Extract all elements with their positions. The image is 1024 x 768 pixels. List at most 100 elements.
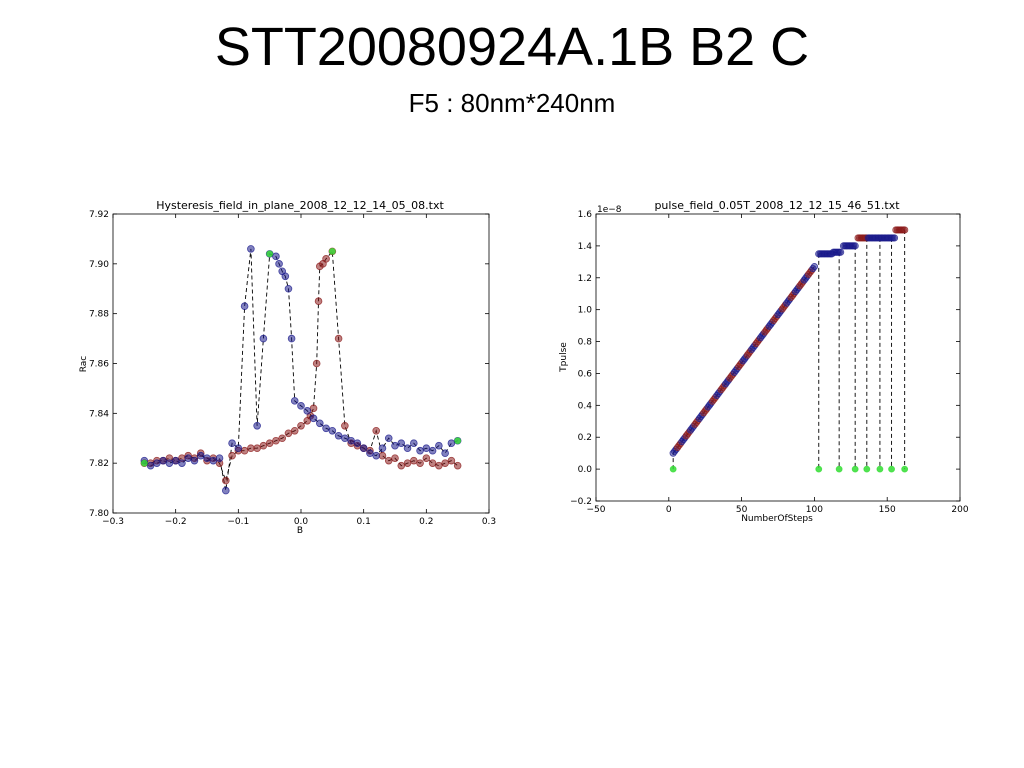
y-tick-label: 1.0: [578, 306, 593, 316]
y-axis-label: Rac: [79, 356, 89, 373]
x-tick-label: 0.2: [419, 517, 433, 527]
data-point-up: [222, 476, 230, 485]
y-tick-label: 7.88: [89, 310, 109, 320]
y-tick-label: 0.8: [578, 338, 593, 348]
data-point-down: [253, 421, 261, 430]
data-point-up: [297, 421, 305, 430]
data-point-down: [228, 439, 236, 448]
data-point-down: [222, 486, 230, 495]
data-point-down: [184, 454, 193, 462]
data-point: [851, 242, 859, 250]
data-point-down: [378, 444, 387, 453]
data-point: [901, 226, 909, 234]
data-point-down: [287, 334, 296, 343]
data-point-down: [403, 444, 412, 453]
endpoint-marker: [140, 459, 148, 467]
y-tick-label: −0.2: [570, 497, 592, 507]
data-point-up: [372, 426, 381, 435]
zero-marker: [851, 465, 859, 473]
x-tick-label: 0.0: [294, 517, 309, 527]
y-axis-label: Tpulse: [559, 342, 569, 373]
zero-marker: [876, 465, 884, 473]
data-point-down: [309, 414, 318, 423]
data-point-down: [259, 334, 268, 343]
endpoint-marker: [454, 437, 462, 445]
x-tick-label: 0: [666, 505, 672, 515]
zero-marker: [815, 465, 823, 473]
data-point-down: [384, 434, 393, 443]
data-point-up: [422, 454, 431, 462]
data-point-up: [453, 461, 462, 470]
x-tick-label: 0.3: [482, 517, 496, 527]
data-point-down: [297, 402, 305, 410]
zero-marker: [835, 465, 843, 473]
data-point-up: [278, 434, 287, 443]
y-tick-label: 1.4: [578, 242, 593, 252]
x-axis-label: B: [297, 526, 303, 536]
x-tick-label: −0.2: [165, 517, 187, 527]
data-point-up: [416, 459, 424, 467]
x-tick-label: 100: [806, 505, 823, 515]
y-tick-label: 7.86: [89, 360, 109, 370]
data-point-down: [284, 284, 293, 293]
x-tick-label: −0.1: [227, 517, 249, 527]
endpoint-marker: [328, 247, 336, 255]
y-tick-label: 7.84: [89, 409, 109, 419]
data-point-up: [334, 334, 343, 343]
data-point-up: [322, 255, 330, 263]
data-point-up: [447, 456, 456, 465]
data-point-up: [228, 451, 236, 460]
data-point-down: [322, 424, 330, 433]
y-tick-label: 1.2: [578, 274, 592, 284]
plot-frame: [595, 213, 961, 502]
zero-marker: [863, 465, 871, 473]
data-point-down: [290, 397, 299, 405]
x-tick-label: 50: [736, 505, 748, 515]
data-point-down: [196, 451, 205, 460]
data-point-down: [303, 407, 312, 415]
data-point-down: [435, 441, 443, 450]
zero-marker: [901, 465, 909, 473]
data-point: [810, 263, 819, 271]
y-multiplier: 1e−8: [597, 205, 622, 215]
chart-title: Hysteresis_field_in_plane_2008_12_12_14_…: [156, 199, 444, 212]
data-point-down: [315, 419, 324, 428]
data-point-down: [416, 446, 424, 455]
y-tick-label: 0.0: [578, 465, 593, 475]
y-tick-label: 7.82: [89, 459, 109, 469]
endpoint-marker: [266, 250, 274, 258]
data-point-down: [334, 431, 343, 440]
data-point-down: [278, 267, 287, 276]
plot-frame: [112, 213, 490, 514]
x-tick-label: 200: [951, 505, 968, 515]
data-point-up: [314, 297, 323, 306]
data-point-up: [290, 426, 299, 435]
slide-title: STT20080924A.1B B2 C: [214, 17, 810, 77]
x-tick-label: −0.3: [102, 517, 124, 527]
y-tick-label: 7.80: [89, 509, 109, 519]
x-tick-label: 150: [879, 505, 896, 515]
zero-marker: [888, 465, 895, 473]
y-tick-label: 0.4: [578, 401, 593, 411]
data-point: [890, 234, 899, 242]
data-point-down: [247, 245, 255, 253]
data-point-down: [366, 449, 374, 458]
data-point-down: [409, 439, 418, 448]
y-tick-label: 7.90: [89, 260, 109, 270]
x-tick-label: 0.1: [357, 517, 371, 527]
x-axis-label: NumberOfSteps: [741, 514, 813, 524]
data-point-up: [341, 421, 349, 430]
data-point: [837, 248, 845, 256]
y-tick-label: 1.6: [578, 210, 593, 220]
chart-title: pulse_field_0.05T_2008_12_12_15_46_51.tx…: [654, 199, 900, 212]
zero-marker: [669, 465, 677, 473]
data-point-down: [240, 302, 249, 310]
slide-subtitle: F5 : 80nm*240nm: [408, 88, 616, 118]
data-point-down: [146, 461, 155, 470]
y-tick-label: 0.6: [578, 369, 593, 379]
data-point-down: [359, 444, 368, 453]
data-point-down: [441, 449, 449, 458]
y-tick-label: 0.2: [578, 433, 592, 443]
